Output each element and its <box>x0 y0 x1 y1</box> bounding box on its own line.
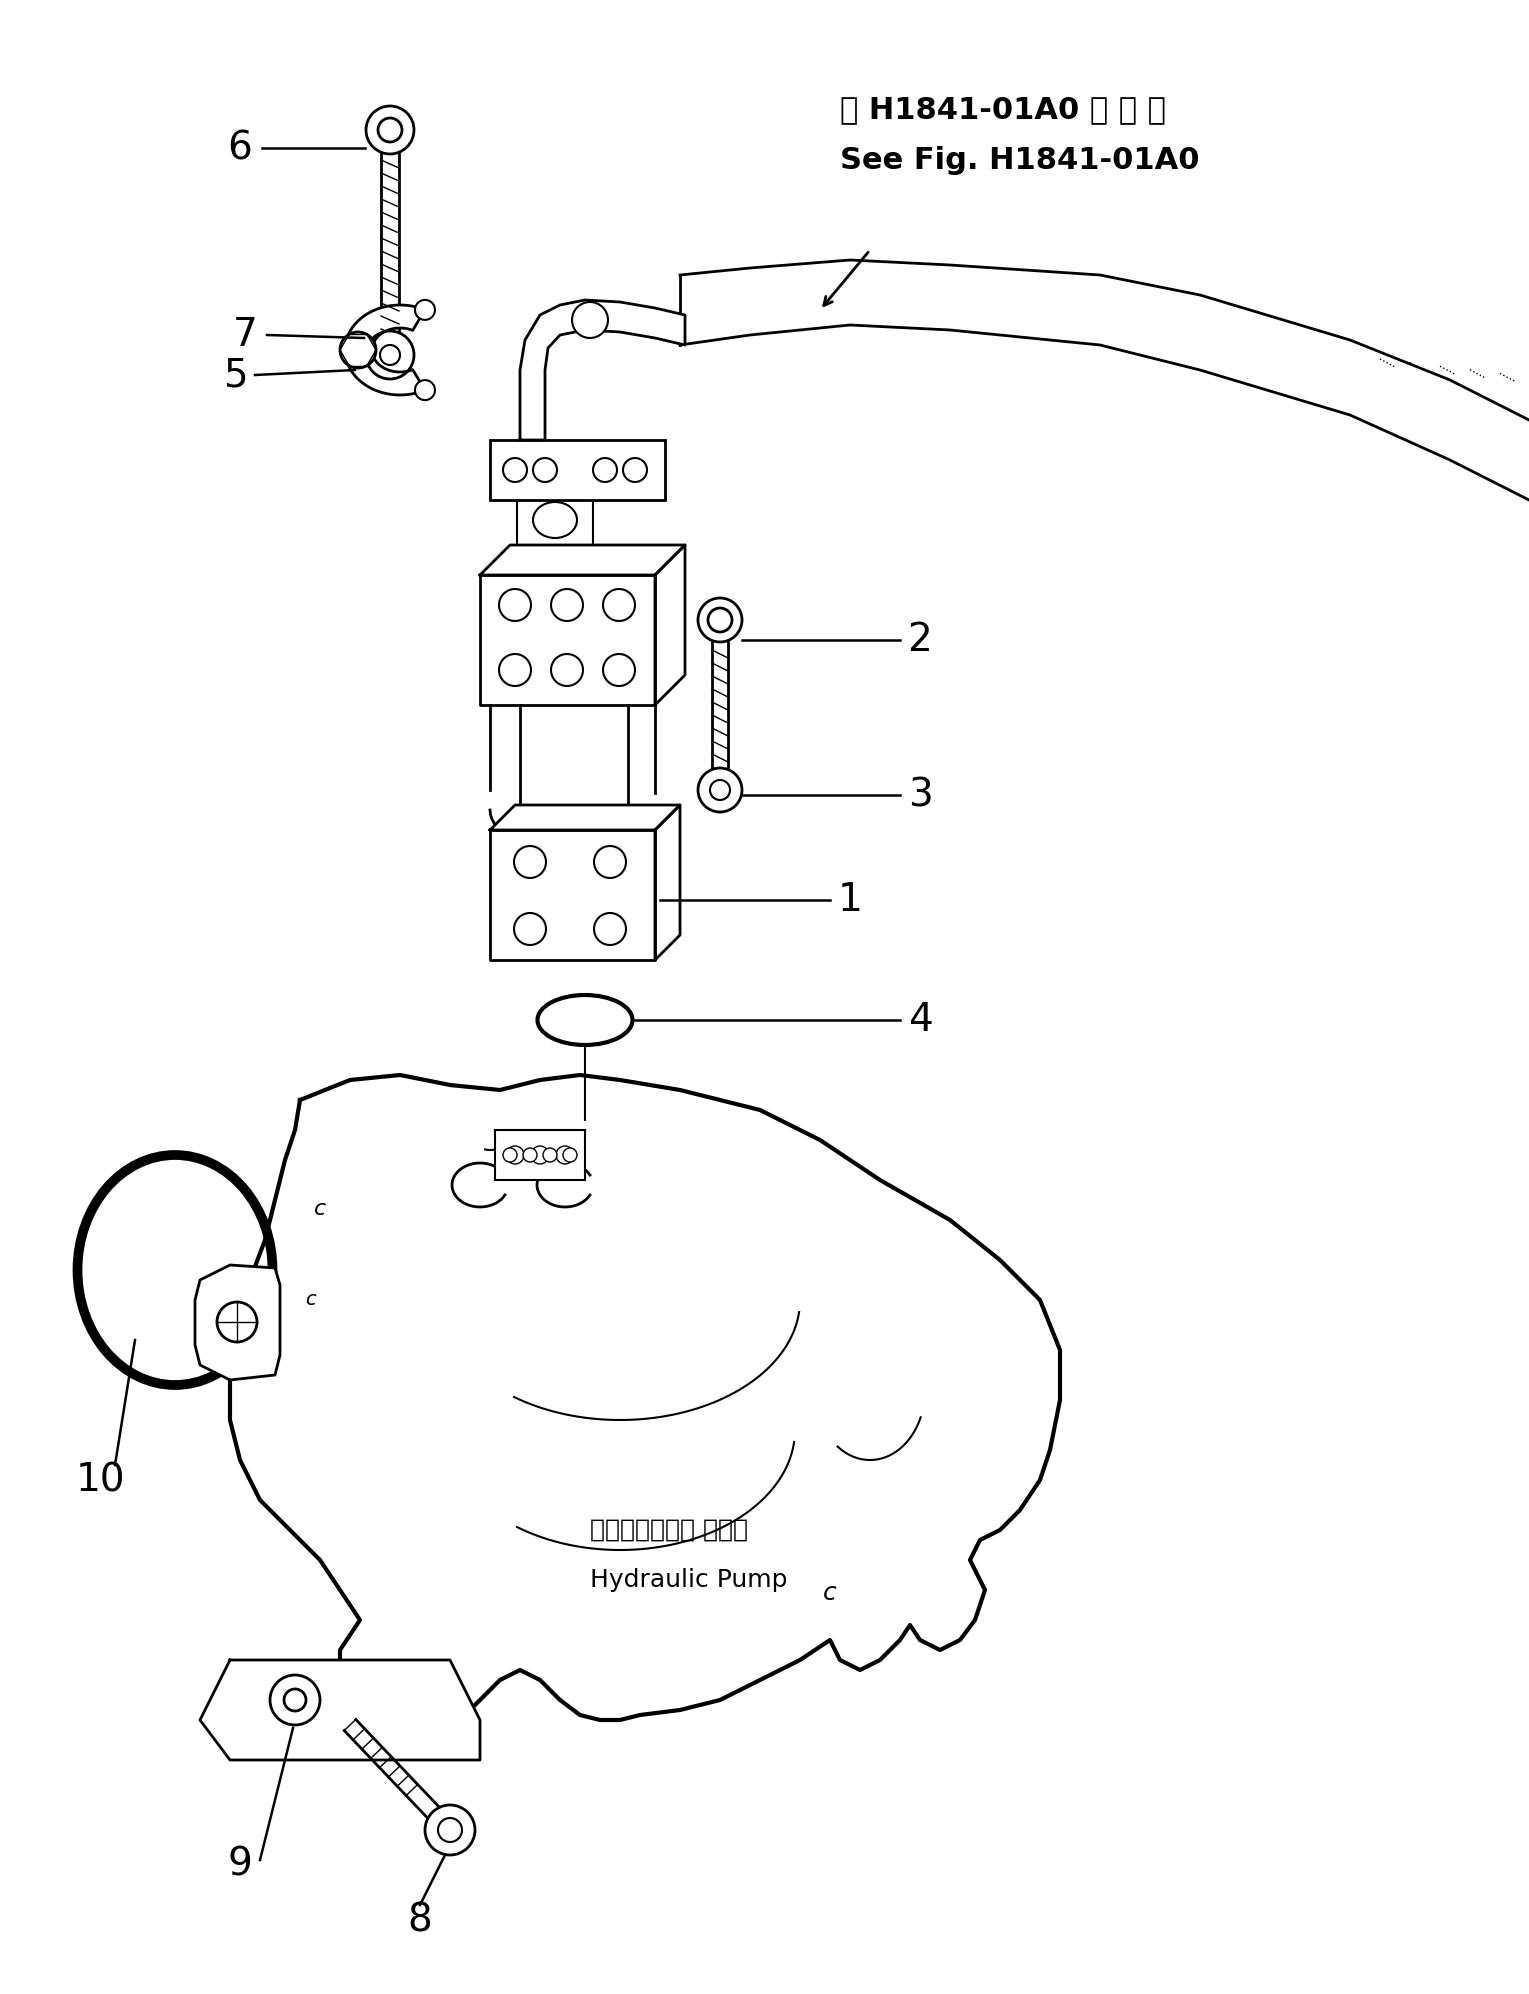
Circle shape <box>217 1302 257 1342</box>
Text: 5: 5 <box>223 357 248 395</box>
Circle shape <box>506 1147 524 1164</box>
Circle shape <box>531 1147 549 1164</box>
Circle shape <box>699 768 742 812</box>
Circle shape <box>365 106 414 154</box>
Circle shape <box>593 913 625 945</box>
Circle shape <box>709 780 729 800</box>
Circle shape <box>503 1149 517 1163</box>
Text: 9: 9 <box>228 1846 252 1884</box>
Circle shape <box>514 845 546 877</box>
Circle shape <box>557 1147 573 1164</box>
Text: 1: 1 <box>838 881 862 919</box>
Polygon shape <box>654 544 685 706</box>
Text: c: c <box>823 1581 836 1605</box>
Circle shape <box>622 459 647 483</box>
Text: 3: 3 <box>908 776 933 814</box>
Polygon shape <box>489 830 654 959</box>
Circle shape <box>381 345 401 365</box>
Text: See Fig. H1841-01A0: See Fig. H1841-01A0 <box>839 146 1199 175</box>
Polygon shape <box>520 299 685 441</box>
Polygon shape <box>480 574 654 706</box>
Ellipse shape <box>78 1155 272 1386</box>
Circle shape <box>572 301 609 339</box>
Circle shape <box>284 1689 306 1711</box>
Circle shape <box>414 299 434 319</box>
Circle shape <box>550 588 583 620</box>
Polygon shape <box>480 544 685 574</box>
Circle shape <box>593 845 625 877</box>
Polygon shape <box>200 1659 480 1761</box>
Polygon shape <box>654 806 680 959</box>
Text: 8: 8 <box>408 1900 433 1938</box>
Circle shape <box>602 588 635 620</box>
Circle shape <box>543 1149 557 1163</box>
Circle shape <box>563 1149 576 1163</box>
Polygon shape <box>489 806 680 830</box>
Circle shape <box>498 588 531 620</box>
Circle shape <box>378 118 402 142</box>
Circle shape <box>437 1819 462 1842</box>
Ellipse shape <box>534 502 576 538</box>
Text: 6: 6 <box>228 130 252 167</box>
Circle shape <box>498 654 531 686</box>
Text: 2: 2 <box>908 620 933 658</box>
Circle shape <box>339 331 376 369</box>
Circle shape <box>602 654 635 686</box>
Text: 7: 7 <box>232 315 257 355</box>
Text: Hydraulic Pump: Hydraulic Pump <box>590 1567 787 1591</box>
Circle shape <box>699 598 742 642</box>
Text: 10: 10 <box>75 1462 125 1499</box>
Polygon shape <box>346 305 425 395</box>
Circle shape <box>708 608 732 632</box>
Circle shape <box>365 331 414 379</box>
Circle shape <box>271 1675 320 1725</box>
Text: ハイドロリック ポンプ: ハイドロリック ポンプ <box>590 1517 748 1541</box>
Circle shape <box>425 1805 476 1854</box>
Circle shape <box>514 913 546 945</box>
Bar <box>489 441 665 500</box>
Polygon shape <box>229 1075 1060 1731</box>
Text: 4: 4 <box>908 1001 933 1039</box>
Polygon shape <box>196 1264 280 1380</box>
Circle shape <box>593 459 618 483</box>
Text: c: c <box>313 1198 326 1218</box>
Circle shape <box>534 459 557 483</box>
Polygon shape <box>489 706 661 810</box>
Bar <box>495 1131 586 1180</box>
Circle shape <box>550 654 583 686</box>
Circle shape <box>503 459 528 483</box>
Ellipse shape <box>538 995 633 1045</box>
Polygon shape <box>680 259 1529 500</box>
Bar <box>517 493 593 548</box>
Text: 第 H1841-01A0 図 参 照: 第 H1841-01A0 図 参 照 <box>839 96 1167 124</box>
Circle shape <box>523 1149 537 1163</box>
Circle shape <box>414 381 434 401</box>
Text: c: c <box>304 1290 315 1308</box>
